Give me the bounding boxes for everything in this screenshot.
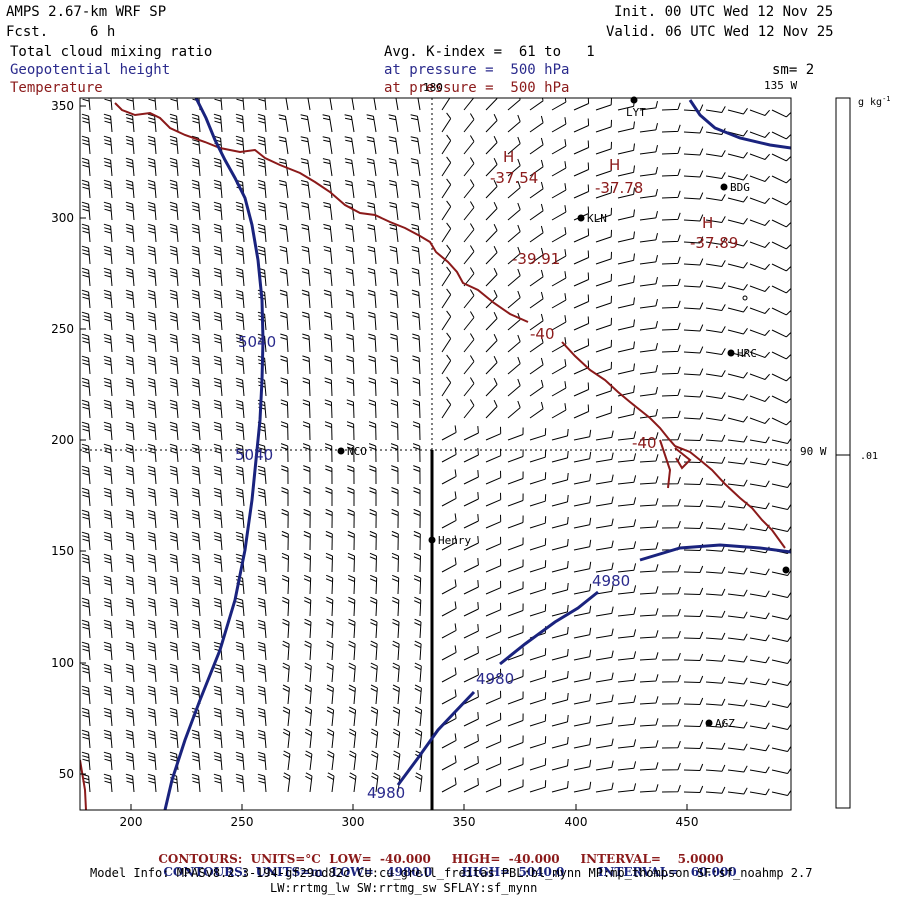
station-marker bbox=[337, 447, 345, 455]
temp-label: -40 bbox=[632, 434, 657, 452]
station-marker bbox=[577, 214, 585, 222]
station-marker bbox=[630, 96, 638, 104]
x-tick-label: 350 bbox=[453, 815, 476, 829]
height-label: 4980 bbox=[592, 572, 630, 590]
low-value: -39.91 bbox=[512, 250, 560, 268]
field-geopotential: Geopotential height bbox=[10, 62, 171, 78]
y-tick-label: 150 bbox=[51, 544, 74, 558]
station-marker bbox=[428, 536, 436, 544]
height-label: 5040 bbox=[235, 446, 273, 464]
forecast-hours: 6 h bbox=[90, 24, 116, 40]
station-label: Henry bbox=[438, 534, 471, 547]
y-tick-label: 300 bbox=[51, 211, 74, 225]
temperature-contours bbox=[80, 102, 786, 810]
temp-contour-bottom bbox=[80, 759, 87, 810]
pressure-level-temp: at pressure = 500 hPa bbox=[384, 80, 570, 96]
station-label: NCO bbox=[347, 445, 367, 458]
forecast-label: Fcst. bbox=[6, 24, 49, 40]
pressure-level-height: at pressure = 500 hPa bbox=[384, 62, 570, 78]
field-cloud-mixing: Total cloud mixing ratio bbox=[10, 44, 213, 60]
model-title: AMPS 2.67-km WRF SP bbox=[6, 4, 167, 20]
high-value: -37.78 bbox=[595, 179, 643, 197]
station-marker bbox=[720, 183, 728, 191]
x-tick-label: 400 bbox=[565, 815, 588, 829]
y-tick-label: 250 bbox=[51, 322, 74, 336]
height-contour-5040 bbox=[163, 98, 265, 810]
x-tick-label: 200 bbox=[120, 815, 143, 829]
height-label: 5040 bbox=[238, 333, 276, 351]
smoothing-label: sm= 2 bbox=[772, 62, 815, 78]
wind-barb-field bbox=[81, 98, 791, 796]
station-label: LYT bbox=[626, 106, 646, 119]
station-marker bbox=[782, 566, 790, 574]
temp-contour-loop bbox=[659, 439, 692, 489]
station-label: KLN bbox=[587, 212, 607, 225]
footer-temp-contours: CONTOURS: UNITS=°C LOW= -40.000 HIGH= -4… bbox=[158, 852, 724, 866]
init-time: Init. 00 UTC Wed 12 Nov 25 bbox=[614, 4, 834, 20]
footer-height-contours: CONTOURS: UNITS=m LOW= 4980.0 HIGH= 5040… bbox=[163, 865, 737, 879]
colorbar bbox=[835, 97, 851, 809]
valid-time: Valid. 06 UTC Wed 12 Nov 25 bbox=[606, 24, 834, 40]
model-info-line1: Model Info: MPASv8.2.3-194-gf29cd82c CU:… bbox=[90, 866, 813, 880]
high-value: -37.54 bbox=[490, 169, 538, 187]
station-label: HRC bbox=[737, 347, 757, 360]
lon-label-135w: 135 W bbox=[764, 79, 797, 92]
axis-ticks bbox=[80, 105, 688, 810]
colorbar-unit: g kg-1 bbox=[858, 95, 891, 108]
temp-contour-minus40 bbox=[114, 102, 529, 323]
station-marker bbox=[727, 349, 735, 357]
plot-frame bbox=[79, 97, 792, 811]
y-tick-label: 50 bbox=[59, 767, 74, 781]
station-label: BDG bbox=[730, 181, 750, 194]
height-label: 4980 bbox=[476, 670, 514, 688]
height-contours bbox=[163, 98, 791, 810]
high-marker: H bbox=[503, 148, 514, 166]
high-marker: H bbox=[702, 214, 713, 232]
height-contour-4980 bbox=[396, 543, 791, 786]
colorbar-value: .01 bbox=[860, 451, 878, 462]
model-info-line2: LW:rrtmg_lw SW:rrtmg_sw SFLAY:sf_mynn bbox=[270, 881, 538, 895]
height-label: 4980 bbox=[367, 784, 405, 802]
high-value: -37.89 bbox=[690, 234, 738, 252]
y-tick-label: 200 bbox=[51, 433, 74, 447]
x-tick-label: 300 bbox=[342, 815, 365, 829]
station-marker bbox=[705, 719, 713, 727]
small-circle-marker bbox=[742, 295, 748, 301]
stations: LYT BDG KLN HRC NCO Henry AGZ bbox=[337, 96, 790, 730]
y-tick-label: 350 bbox=[51, 99, 74, 113]
x-tick-label: 250 bbox=[231, 815, 254, 829]
field-temperature: Temperature bbox=[10, 80, 103, 96]
x-tick-label: 450 bbox=[676, 815, 699, 829]
height-contour-4980-ne bbox=[688, 99, 791, 150]
high-marker: H bbox=[609, 156, 620, 174]
lon-label-90w: 90 W bbox=[800, 445, 827, 458]
temp-contour-minus40-east bbox=[561, 341, 786, 549]
lon-label-180: 180 bbox=[423, 81, 443, 94]
temp-label: -40 bbox=[530, 325, 555, 343]
avg-k-index: Avg. K-index = 61 to 1 bbox=[384, 44, 595, 60]
y-tick-label: 100 bbox=[51, 656, 74, 670]
station-label: AGZ bbox=[715, 717, 735, 730]
wind-barbs bbox=[81, 98, 791, 796]
